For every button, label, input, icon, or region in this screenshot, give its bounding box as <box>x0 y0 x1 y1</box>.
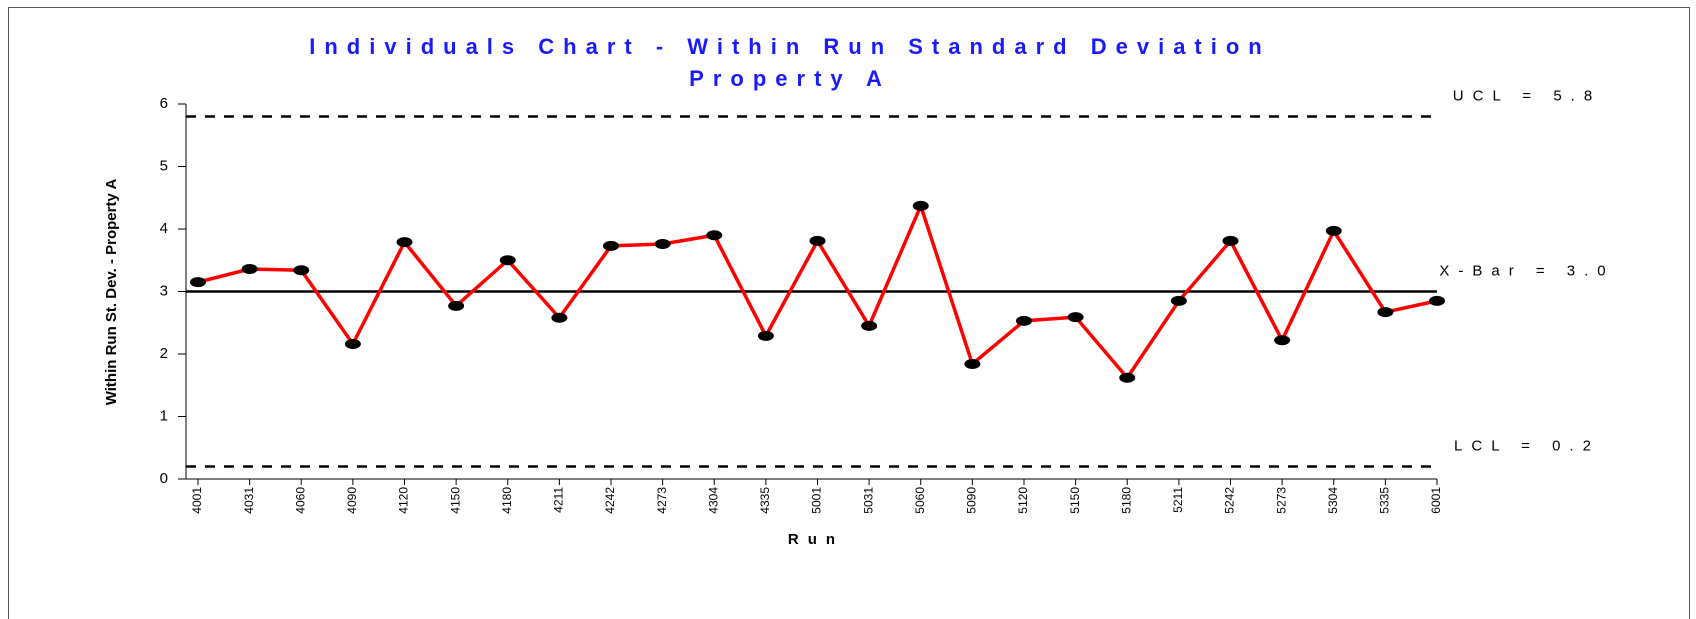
x-tick-label: 5273 <box>1274 487 1288 514</box>
data-point <box>1170 295 1187 306</box>
x-tick-label: 5001 <box>810 487 824 514</box>
x-tick-label: 4031 <box>242 487 256 514</box>
x-tick-label: 5211 <box>1171 487 1185 513</box>
data-point <box>1016 315 1032 326</box>
data-point <box>293 265 310 276</box>
data-point <box>809 235 826 246</box>
x-tick-label: 5120 <box>1016 487 1030 514</box>
x-tick-label: 4304 <box>706 487 720 514</box>
x-tick-label: 5150 <box>1068 487 1082 514</box>
data-point <box>1377 307 1394 318</box>
x-tick-label: 4211 <box>552 487 566 513</box>
data-point <box>964 359 981 369</box>
x-tick-label: 5090 <box>965 487 979 514</box>
data-point <box>1274 335 1291 346</box>
x-tick-label: 4090 <box>345 487 359 514</box>
x-tick-label: 4060 <box>293 487 307 514</box>
x-tick-label: 4242 <box>603 487 617 514</box>
data-point <box>499 255 516 266</box>
y-tick-label: 6 <box>160 95 168 112</box>
y-axis-title: Within Run St. Dev. - Property A <box>103 179 120 406</box>
x-tick-label: 5180 <box>1119 487 1133 514</box>
data-point <box>1222 235 1239 246</box>
frame <box>8 7 1690 619</box>
y-tick-label: 1 <box>160 407 168 424</box>
data-point <box>1429 295 1445 306</box>
data-point <box>603 240 619 251</box>
x-tick-label: 5031 <box>861 487 875 514</box>
y-tick-label: 3 <box>160 282 168 299</box>
chart-subtitle: Property A <box>689 66 891 91</box>
x-tick-label: 5304 <box>1326 487 1340 514</box>
data-point <box>861 320 878 331</box>
x-tick-label: 4273 <box>655 487 669 514</box>
data-point <box>396 237 413 248</box>
x-tick-label: 4180 <box>500 487 514 514</box>
x-tick-label: 4120 <box>397 487 411 514</box>
x-tick-label: 4001 <box>190 487 204 514</box>
data-point <box>344 339 361 349</box>
x-axis-title: Run <box>788 531 844 548</box>
x-tick-label: 6001 <box>1429 487 1443 514</box>
x-tick-label: 5335 <box>1378 487 1392 514</box>
x-tick-label: 4150 <box>448 487 462 514</box>
data-point <box>912 200 929 211</box>
data-point <box>241 264 258 274</box>
chart-title: Individuals Chart - Within Run Standard … <box>309 34 1271 59</box>
x-tick-label: 5060 <box>913 487 927 514</box>
data-point <box>551 312 568 323</box>
data-point <box>706 230 723 241</box>
control-line-label: UCL = 5.8 <box>1453 87 1601 104</box>
data-point <box>1325 225 1342 236</box>
data-point <box>1067 312 1084 323</box>
control-line-label: LCL = 0.2 <box>1454 437 1600 454</box>
data-point <box>190 277 206 288</box>
data-point <box>448 300 465 311</box>
data-point <box>654 239 671 249</box>
data-point <box>1119 372 1136 383</box>
data-point <box>757 330 774 341</box>
y-tick-label: 4 <box>160 220 168 237</box>
x-tick-label: 5242 <box>1223 487 1237 514</box>
control-line-label: X-Bar = 3.0 <box>1439 262 1614 279</box>
y-tick-label: 2 <box>160 345 168 362</box>
y-tick-label: 0 <box>160 470 168 487</box>
y-tick-label: 5 <box>160 157 168 174</box>
x-tick-label: 4335 <box>758 487 772 514</box>
